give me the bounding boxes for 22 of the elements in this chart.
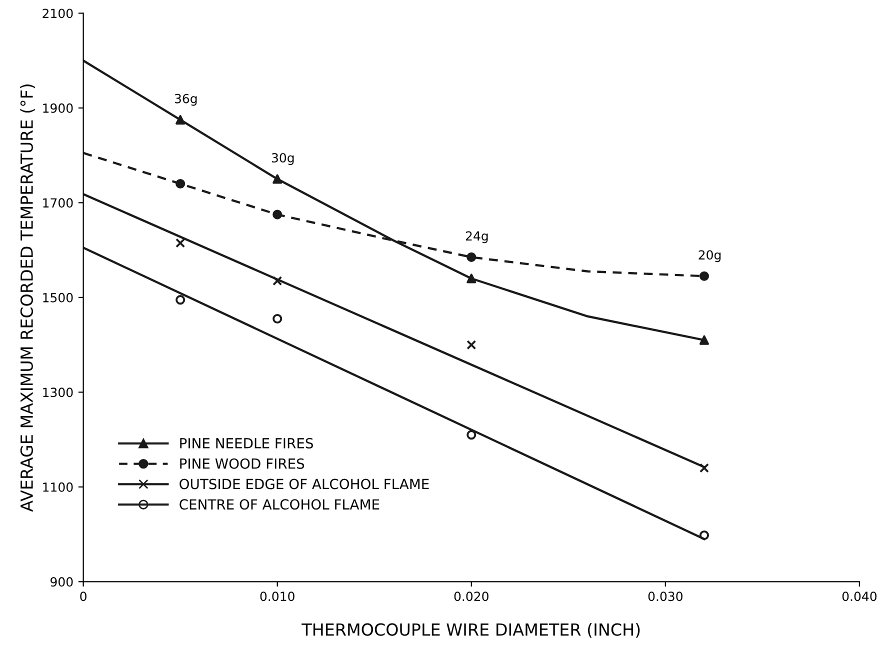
y-tick-label: 1100 bbox=[43, 482, 73, 492]
y-tick-label: 900 bbox=[50, 577, 73, 587]
y-tick-label: 2100 bbox=[42, 8, 73, 18]
annotation: 30g bbox=[272, 153, 294, 165]
legend-label: PINE WOOD FIRES bbox=[180, 458, 304, 469]
annotation: 20g bbox=[698, 250, 721, 262]
x-axis-title: THERMOCOUPLE WIRE DIAMETER (INCH) bbox=[302, 622, 640, 638]
x-tick-label: 0.040 bbox=[842, 592, 877, 602]
y-tick-label: 1500 bbox=[43, 292, 73, 302]
x-tick-label: 0 bbox=[80, 592, 86, 602]
legend-label: CENTRE OF ALCOHOL FLAME bbox=[180, 499, 380, 510]
x-tick-label: 0.030 bbox=[648, 592, 682, 602]
legend-label: PINE NEEDLE FIRES bbox=[180, 438, 313, 448]
y-tick-label: 1300 bbox=[43, 388, 73, 398]
y-tick-label: 1700 bbox=[43, 198, 73, 208]
x-tick-label: 0.020 bbox=[454, 592, 488, 602]
y-tick-label: 1900 bbox=[43, 103, 73, 113]
annotation: 24g bbox=[466, 231, 488, 244]
y-axis-title: AVERAGE MAXIMUM RECORDED TEMPERATURE (°F) bbox=[20, 84, 35, 512]
legend-label: OUTSIDE EDGE OF ALCOHOL FLAME bbox=[180, 478, 429, 490]
x-tick-label: 0.010 bbox=[260, 592, 294, 602]
annotation: 36g bbox=[174, 94, 197, 106]
